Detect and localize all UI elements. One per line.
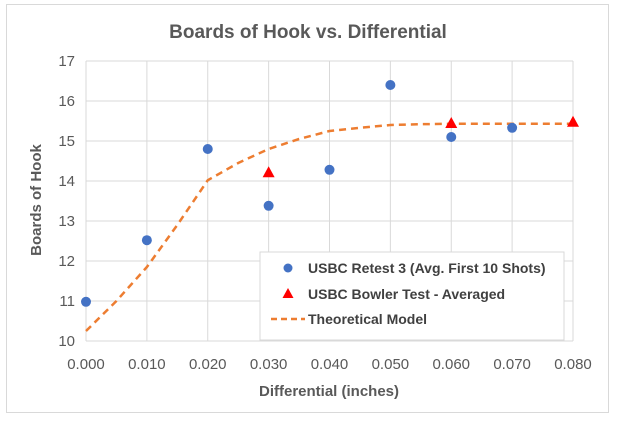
bowler-test-data-point [567,115,579,127]
y-tick-label: 15 [58,133,75,150]
legend-box [259,251,565,341]
legend-label-bowler: USBC Bowler Test - Averaged [308,286,505,302]
theoretical-model-line [85,122,573,332]
chart-frame: Boards of Hook vs. Differential 10 11 12 13… [6,4,609,413]
y-tick-label: 14 [58,173,75,190]
bowler-test-data-point [445,117,458,128]
y-tick-label: 17 [58,53,75,70]
tick-layer: 10 11 12 13 14 15 16 17 0.000 0.010 0.020 0.030 0.04… [58,53,591,373]
retest-data-point [81,296,91,307]
legend: USBC Retest 3 (Avg. First 10 Shots) USBC… [259,251,565,341]
x-tick-label: 0.060 [432,356,470,373]
chart-svg: Boards of Hook vs. Differential 10 11 12 13… [28,22,592,400]
chart-title: Boards of Hook vs. Differential [169,22,447,43]
x-tick-label: 0.050 [372,356,410,373]
y-tick-label: 12 [58,253,75,270]
x-axis-title: Differential (inches) [259,383,399,400]
series-layer [81,80,579,332]
x-tick-label: 0.030 [250,356,288,373]
retest-data-point [141,235,152,246]
legend-marker-retest [283,263,293,273]
legend-marker-bowler [282,288,294,298]
retest-data-point [202,144,213,154]
x-tick-label: 0.010 [128,356,166,373]
retest-data-point [263,200,274,211]
y-tick-label: 16 [58,93,75,110]
retest-data-point [446,132,457,142]
y-tick-label: 13 [58,213,75,230]
y-axis-title: Boards of Hook [28,144,45,256]
legend-label-model: Theoretical Model [308,311,427,327]
x-tick-label: 0.000 [67,356,105,373]
retest-data-point [507,122,518,133]
retest-data-point [324,164,335,175]
bowler-test-data-point [262,166,275,178]
x-tick-label: 0.020 [189,356,227,373]
legend-label-retest: USBC Retest 3 (Avg. First 10 Shots) [308,260,546,276]
y-tick-label: 11 [59,293,75,310]
y-tick-label: 10 [58,333,75,350]
retest-data-point [385,80,396,90]
x-tick-label: 0.080 [554,356,592,373]
x-tick-label: 0.040 [311,356,349,373]
x-tick-label: 0.070 [493,356,531,373]
